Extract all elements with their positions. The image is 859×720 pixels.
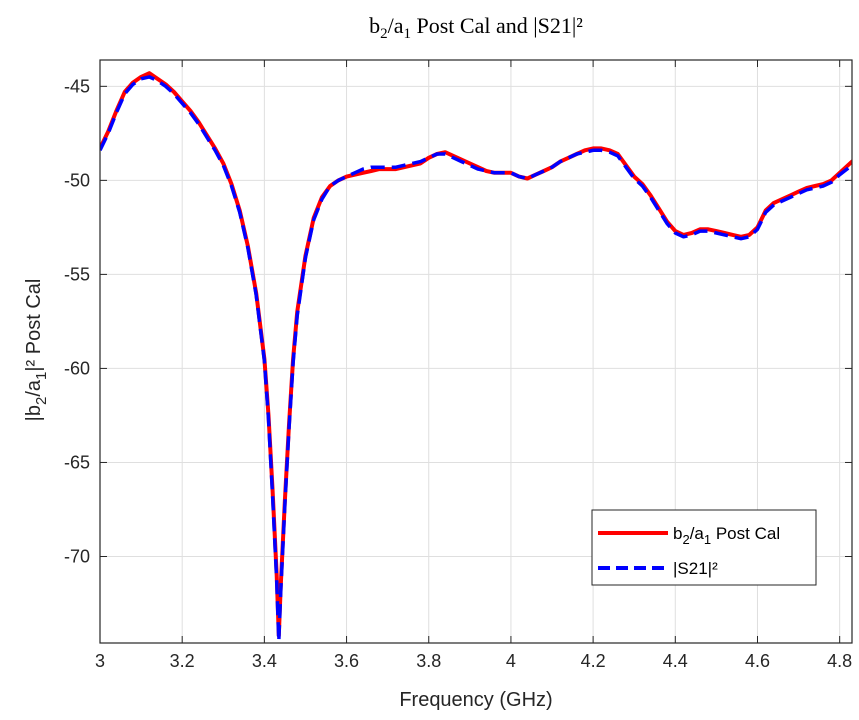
plot-frame (99, 59, 853, 644)
legend-box (591, 509, 817, 586)
series-layer (100, 71, 852, 643)
x-tick-label: 3 (95, 651, 105, 671)
y-tick-label: -60 (64, 358, 90, 378)
x-tick-label: 3.8 (416, 651, 441, 671)
x-tick-label: 4.6 (745, 651, 770, 671)
x-tick-label: 3.2 (170, 651, 195, 671)
chart-title: b2/a1 Post Cal and |S21|² (369, 13, 583, 42)
x-tick-label: 3.4 (252, 651, 277, 671)
x-tick-label: 4.8 (827, 651, 852, 671)
y-tick-label: -65 (64, 452, 90, 472)
y-tick-label: -70 (64, 546, 90, 566)
legend: b2/a1 Post Cal |S21|² (591, 509, 817, 586)
x-tick-label: 4.4 (663, 651, 688, 671)
x-tick-label: 4 (506, 651, 516, 671)
series-line-s21 (100, 75, 852, 643)
axis-ticks: 3 3.2 3.4 3.6 3.8 4 4.2 4.4 4.6 4.8 -45 -50 -55 -60 -6… (64, 60, 852, 671)
x-tick-label: 4.2 (581, 651, 606, 671)
y-tick-label: -55 (64, 264, 90, 284)
legend-entry-1: b2/a1 Post Cal (673, 524, 780, 547)
x-tick-label: 3.6 (334, 651, 359, 671)
legend-entry-2: |S21|² (673, 559, 718, 578)
y-tick-label: -50 (64, 170, 90, 190)
y-tick-label: -45 (64, 76, 90, 96)
y-axis-label: |b2/a1|² Post Cal (23, 279, 50, 422)
x-axis-label: Frequency (GHz) (399, 689, 552, 711)
